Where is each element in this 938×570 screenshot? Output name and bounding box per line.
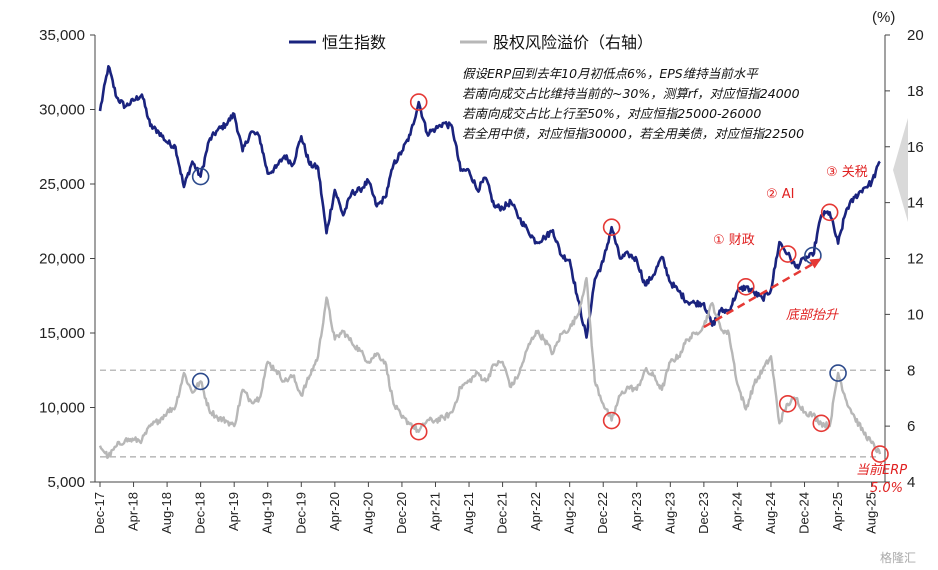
highlight-circle [778, 245, 797, 263]
x-tick-label: Apr-24 [729, 492, 744, 531]
highlight-circle [737, 278, 755, 296]
note-line-2: 若南向成交占比维持当前的~30%，测算rf，对应恒指24000 [462, 86, 800, 101]
highlight-circle [820, 203, 839, 222]
right-axis-unit: (%) [872, 9, 895, 26]
series-lines [98, 65, 882, 459]
highlight-circle [191, 167, 210, 186]
x-tick-label: Apr-19 [226, 492, 241, 531]
x-tick-label: Aug-25 [864, 492, 879, 534]
right-tick-label: 14 [907, 195, 924, 212]
arrow-shaft [703, 261, 816, 329]
label-tariff: ③ 关税 [826, 165, 868, 180]
bottom-rise-arrow [703, 258, 822, 329]
erp-series-line [98, 276, 882, 459]
label-current-erp-value: 5.0% [870, 481, 903, 496]
hsi-series-line [98, 65, 881, 339]
legend: 恒生指数 股权风险溢价（右轴） [289, 33, 653, 52]
x-tick-label: Dec-24 [797, 492, 812, 534]
x-tick-label: Aug-20 [360, 492, 375, 534]
highlight-circle [812, 414, 831, 433]
x-tick-label: Dec-21 [495, 492, 510, 534]
x-tick-label: Apr-21 [427, 492, 442, 531]
reference-lines [100, 369, 880, 458]
legend-label-erp: 股权风险溢价（右轴） [493, 33, 653, 52]
label-ai: ② AI [766, 187, 795, 202]
highlight-circle [778, 394, 797, 413]
left-tick-label: 10,000 [39, 400, 85, 417]
left-tick-label: 25,000 [39, 176, 85, 193]
left-tick-label: 30,000 [39, 102, 85, 119]
highlight-circle [409, 93, 428, 111]
x-tick-label: Aug-23 [662, 492, 677, 534]
x-tick-label: Dec-17 [92, 492, 107, 534]
right-tick-label: 12 [907, 251, 924, 268]
highlight-circle [409, 422, 428, 441]
left-tick-label: 5,000 [47, 474, 85, 491]
label-bottom-rise: 底部抬升 [786, 308, 839, 323]
highlight-circle [829, 364, 847, 382]
x-tick-label: Apr-20 [327, 492, 342, 531]
x-tick-label: Apr-22 [528, 492, 543, 531]
note-line-1: 假设ERP回到去年10月初低点6%，EPS维持当前水平 [462, 66, 759, 81]
legend-label-hsi: 恒生指数 [322, 33, 386, 52]
x-tick-label: Apr-25 [830, 492, 845, 531]
x-tick-label: Aug-22 [562, 492, 577, 534]
edge-wedge [893, 118, 908, 222]
x-tick-label: Apr-23 [629, 492, 644, 531]
right-tick-label: 4 [907, 474, 915, 491]
x-tick-label: Dec-23 [696, 492, 711, 534]
highlight-circle [602, 218, 621, 237]
x-tick-label: Aug-21 [461, 492, 476, 534]
highlight-markers [191, 93, 889, 463]
left-tick-label: 15,000 [39, 325, 85, 342]
right-tick-label: 18 [907, 83, 924, 100]
x-tick-label: Dec-20 [394, 492, 409, 534]
highlight-circle [602, 411, 621, 430]
x-tick-label: Apr-18 [126, 492, 141, 531]
x-tick-label: Dec-18 [193, 492, 208, 534]
right-tick-label: 20 [907, 27, 924, 44]
label-current-erp: 当前ERP [856, 463, 907, 478]
right-tick-label: 6 [907, 418, 915, 435]
assumption-notes: 假设ERP回到去年10月初低点6%，EPS维持当前水平 若南向成交占比维持当前的… [462, 66, 804, 141]
right-tick-label: 8 [907, 362, 915, 379]
note-line-4: 若全用中债，对应恒指30000，若全用美债，对应恒指22500 [462, 126, 804, 141]
x-tick-label: Dec-19 [293, 492, 308, 534]
left-tick-label: 35,000 [39, 27, 85, 44]
highlight-circle [871, 445, 889, 463]
note-line-3: 若南向成交占比上行至50%，对应恒指25000-26000 [462, 106, 761, 121]
label-fiscal: ① 财政 [713, 233, 755, 248]
x-tick-label: Aug-24 [763, 492, 778, 534]
arrow-head [809, 258, 822, 269]
x-tick-label: Aug-18 [159, 492, 174, 534]
right-tick-label: 16 [907, 139, 924, 156]
watermark: 格隆汇 [880, 550, 916, 565]
x-tick-label: Dec-22 [595, 492, 610, 534]
axis-ticks: 35,000 30,000 25,000 20,000 15,000 10,000 5,00… [39, 27, 924, 534]
right-tick-label: 10 [907, 306, 924, 323]
highlight-circle [191, 372, 210, 391]
x-tick-label: Aug-19 [260, 492, 275, 534]
left-tick-label: 20,000 [39, 251, 85, 268]
